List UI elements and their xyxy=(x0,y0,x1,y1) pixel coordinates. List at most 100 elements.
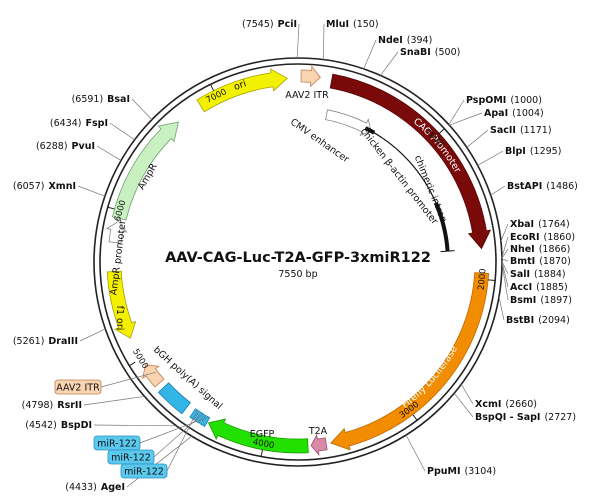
intron-bar xyxy=(433,202,450,252)
enzyme-name: BsaI xyxy=(107,94,130,105)
feature-arrow xyxy=(111,121,179,221)
enzyme-label: (6591) BsaI xyxy=(72,94,130,105)
mir-box xyxy=(194,411,206,424)
enzyme-name: NheI xyxy=(510,244,535,255)
enzyme-name: AgeI xyxy=(101,482,125,493)
enzyme-label: PspOMI (1000) xyxy=(466,95,542,106)
enzyme-label: ApaI (1004) xyxy=(484,108,544,119)
enzyme-name: PpuMI xyxy=(427,466,461,477)
enzyme-label: XbaI (1764) xyxy=(510,219,570,230)
ruler-label: 5000 xyxy=(130,347,150,371)
enzyme-label: XcmI (2660) xyxy=(475,399,537,410)
enzyme-position: (1171) xyxy=(520,125,552,136)
enzyme-name: XmnI xyxy=(48,181,76,192)
ruler-label: 4000 xyxy=(252,437,275,451)
enzyme-leader xyxy=(126,435,193,488)
enzyme-position: (4798) xyxy=(22,400,54,411)
callout-leader xyxy=(166,410,198,472)
enzyme-position: (2727) xyxy=(544,412,576,423)
enzyme-name: EcoRI xyxy=(510,232,540,243)
callout-label: miR-122 xyxy=(97,439,137,450)
enzyme-leader xyxy=(490,185,506,196)
enzyme-leader xyxy=(296,23,300,59)
callout-leader xyxy=(153,414,203,458)
enzyme-name: BlpI xyxy=(505,146,526,157)
enzyme-position: (1884) xyxy=(534,269,566,280)
enzyme-position: (1870) xyxy=(539,256,571,267)
enzyme-label: EcoRI (1860) xyxy=(510,232,575,243)
enzyme-position: (394) xyxy=(407,35,433,46)
enzyme-name: FspI xyxy=(86,118,108,129)
enzyme-name: SacII xyxy=(490,125,516,136)
ruler-tick xyxy=(107,206,115,210)
enzyme-label: BstBI (2094) xyxy=(506,315,570,326)
ruler-tick xyxy=(412,414,418,421)
promoter-line xyxy=(370,130,437,204)
enzyme-position: (2660) xyxy=(505,399,537,410)
feature-arrow xyxy=(310,433,328,457)
enzyme-leader xyxy=(453,392,474,418)
feature-arrow xyxy=(106,270,137,339)
enzyme-name: RsrII xyxy=(57,400,82,411)
feature-label: EGFP xyxy=(250,429,275,440)
enzyme-position: (1486) xyxy=(546,181,578,192)
enzyme-name: PvuI xyxy=(72,141,95,152)
enzyme-leader xyxy=(501,261,509,288)
backbone-inner xyxy=(99,63,497,461)
enzyme-position: (6591) xyxy=(72,94,104,105)
feature-label: AAV2 ITR xyxy=(285,90,329,101)
ruler-tick xyxy=(438,128,445,134)
enzyme-position: (1764) xyxy=(538,219,570,230)
enzyme-position: (1004) xyxy=(512,108,544,119)
callout-label: AAV2 ITR xyxy=(56,383,100,394)
enzyme-leader xyxy=(83,396,145,406)
enzyme-name: NdeI xyxy=(378,35,403,46)
enzyme-position: (6057) xyxy=(13,181,45,192)
enzyme-name: BspDI xyxy=(61,420,92,431)
enzyme-name: XcmI xyxy=(475,399,501,410)
enzyme-label: (5261) DraIII xyxy=(13,336,78,347)
enzyme-leader xyxy=(77,185,106,197)
feature-arrow xyxy=(329,73,492,250)
enzyme-position: (5261) xyxy=(13,336,45,347)
enzyme-position: (4542) xyxy=(25,420,57,431)
enzyme-label: AccI (1885) xyxy=(510,282,568,293)
feature-arrow xyxy=(207,418,309,454)
enzyme-name: SalI xyxy=(510,269,530,280)
enzyme-label: (6057) XmnI xyxy=(13,181,76,192)
enzyme-name: MluI xyxy=(326,19,349,30)
enzyme-name: SnaBI xyxy=(400,47,431,58)
enzyme-leader xyxy=(93,424,177,427)
enzyme-position: (3104) xyxy=(465,466,497,477)
callout-box xyxy=(54,379,102,395)
enzyme-name: DraIII xyxy=(48,336,78,347)
enzyme-name: PciI xyxy=(278,19,297,30)
enzyme-position: (150) xyxy=(353,19,379,30)
enzyme-leader xyxy=(498,296,505,321)
enzyme-label: (4798) RsrII xyxy=(22,400,82,411)
callout-leader xyxy=(139,417,208,444)
callout-box xyxy=(120,463,168,479)
enzyme-label: SacII (1171) xyxy=(490,125,552,136)
enzyme-name: PspOMI xyxy=(466,95,506,106)
enzyme-name: ApaI xyxy=(484,108,508,119)
enzyme-label: (4433) AgeI xyxy=(65,482,125,493)
enzyme-leader xyxy=(500,223,509,242)
enzyme-position: (1295) xyxy=(530,146,562,157)
enzyme-leader xyxy=(460,384,474,405)
enzyme-label: BmtI (1870) xyxy=(510,256,571,267)
enzyme-name: BspQI - SapI xyxy=(475,412,540,423)
ruler-tick xyxy=(129,361,136,367)
enzyme-leader xyxy=(501,261,509,275)
enzyme-name: BmtI xyxy=(510,256,535,267)
enzyme-name: BstAPI xyxy=(507,181,542,192)
enzyme-leader xyxy=(131,98,153,120)
feature-label: ori xyxy=(232,78,247,93)
enzyme-label: PpuMI (3104) xyxy=(427,466,496,477)
enzyme-position: (1866) xyxy=(539,244,571,255)
enzyme-position: (1860) xyxy=(544,232,576,243)
enzyme-leader xyxy=(501,258,509,262)
ruler-tick xyxy=(260,449,263,457)
callout-label: miR-122 xyxy=(111,453,151,464)
enzyme-position: (4433) xyxy=(65,482,97,493)
